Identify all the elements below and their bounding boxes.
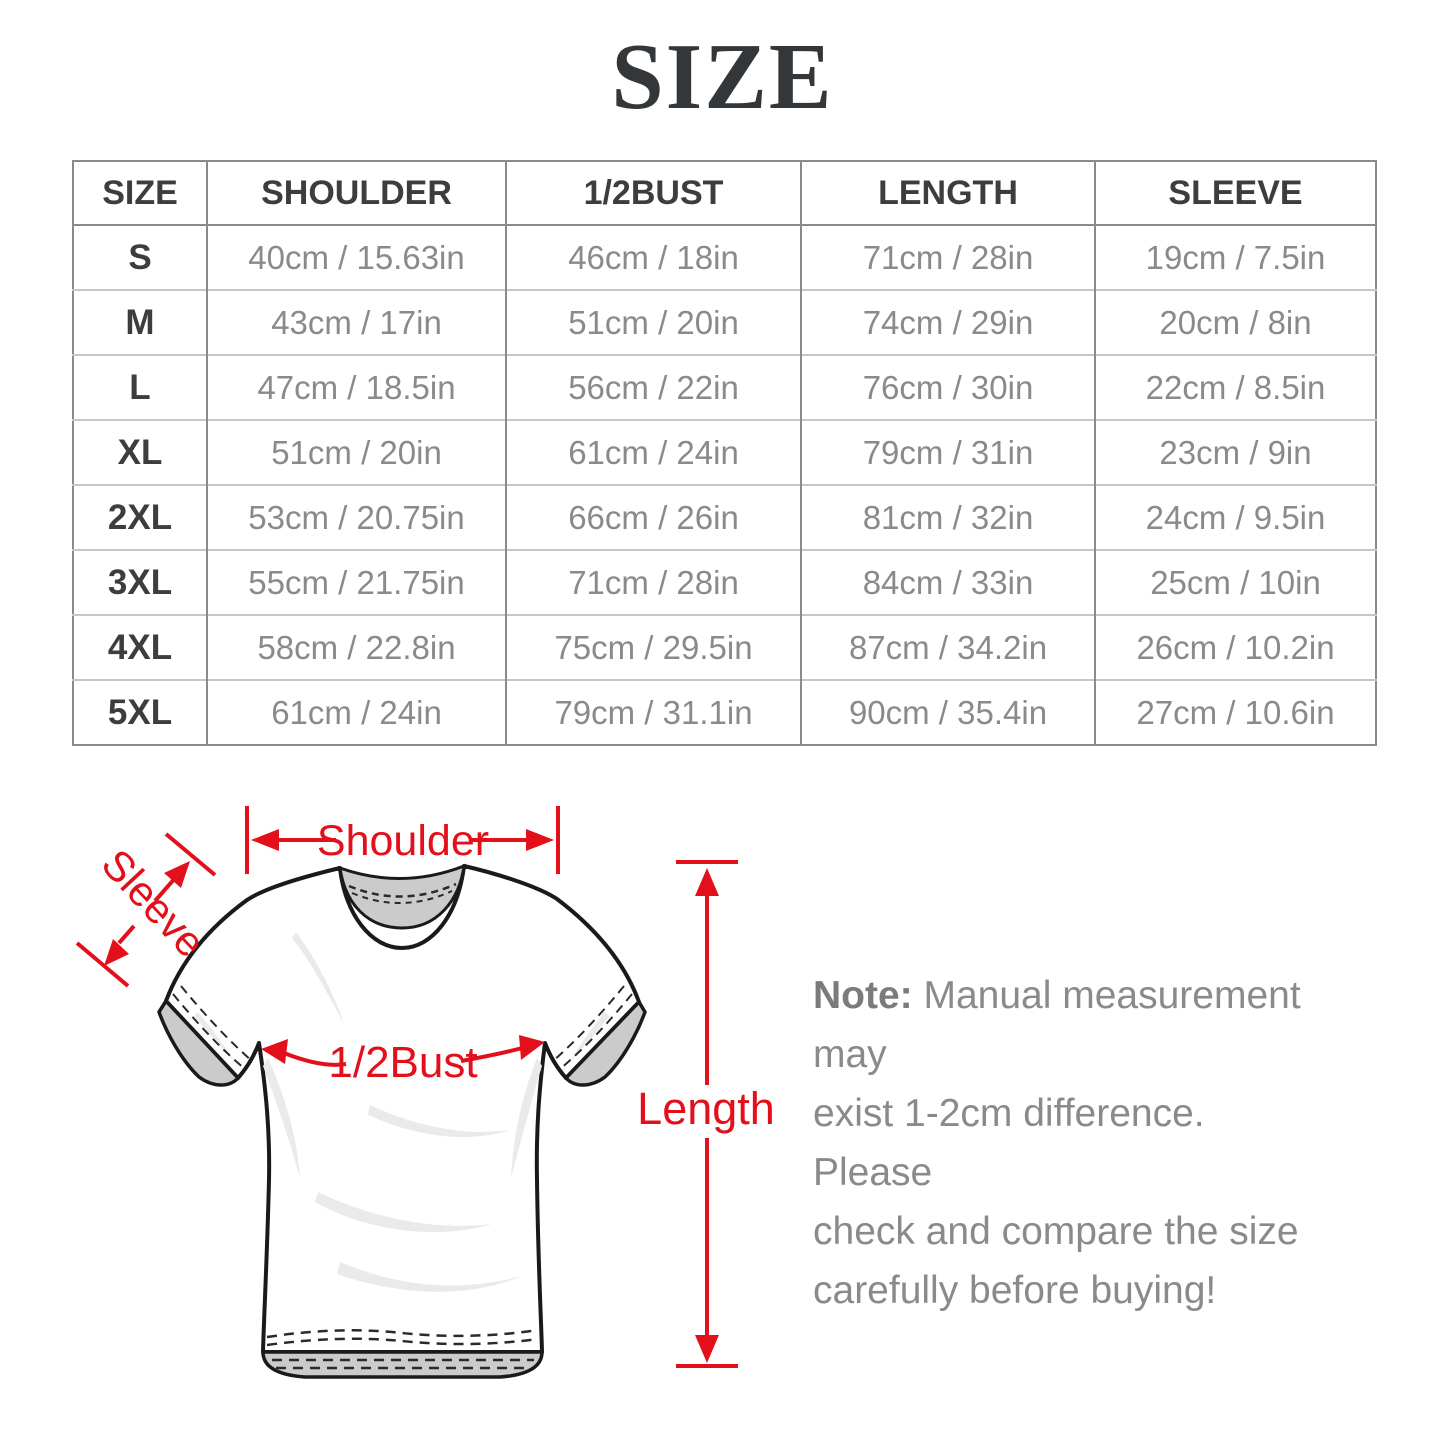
table-row: 2XL 53cm / 20.75in 66cm / 26in 81cm / 32… — [73, 484, 1376, 550]
table-row: 5XL 61cm / 24in 79cm / 31.1in 90cm / 35.… — [73, 679, 1376, 745]
cell-bust: 56cm / 22in — [505, 354, 801, 420]
cell-shoulder: 61cm / 24in — [206, 679, 506, 745]
cell-length: 76cm / 30in — [800, 354, 1095, 420]
left-cuff — [157, 999, 240, 1087]
cell-size: XL — [73, 419, 207, 485]
left-cuff-stitching-2 — [180, 985, 253, 1062]
hem-stitching-upper — [266, 1328, 539, 1339]
table-row: S 40cm / 15.63in 46cm / 18in 71cm / 28in… — [73, 225, 1376, 290]
right-cuff — [564, 1000, 647, 1087]
col-header-sleeve: SLEEVE — [1094, 161, 1376, 226]
cell-bust: 66cm / 26in — [505, 484, 801, 550]
bust-label: 1/2Bust — [328, 1038, 477, 1087]
sleeve-tick-bottom — [75, 941, 130, 988]
cell-bust: 75cm / 29.5in — [505, 614, 801, 680]
collar-stitching-2 — [351, 890, 453, 904]
length-arrowhead-bottom — [695, 1335, 719, 1363]
cell-size: 4XL — [73, 614, 207, 680]
cell-shoulder: 47cm / 18.5in — [206, 354, 506, 420]
cell-size: M — [73, 289, 207, 355]
length-arrowhead-top — [695, 868, 719, 896]
cell-sleeve: 23cm / 9in — [1094, 419, 1376, 485]
collar-stitching — [348, 882, 457, 898]
sleeve-line-lower — [117, 924, 136, 945]
shoulder-label: Shoulder — [317, 817, 489, 865]
cell-size: 2XL — [73, 484, 207, 550]
cell-size: L — [73, 354, 207, 420]
size-table: SIZE SHOULDER 1/2BUST LENGTH SLEEVE S 40… — [72, 160, 1377, 746]
table-row: M 43cm / 17in 51cm / 20in 74cm / 29in 20… — [73, 289, 1376, 355]
cell-length: 79cm / 31in — [800, 419, 1095, 485]
table-row: 4XL 58cm / 22.8in 75cm / 29.5in 87cm / 3… — [73, 614, 1376, 680]
tshirt-measurement-diagram: Shoulder Sleeve 1/2Bust — [75, 806, 775, 1379]
cell-length: 90cm / 35.4in — [800, 679, 1095, 745]
cell-bust: 61cm / 24in — [505, 419, 801, 485]
col-header-length: LENGTH — [800, 161, 1095, 226]
note-line: check and compare the size — [813, 1210, 1299, 1253]
note-line: Note: Manual measurement may — [813, 974, 1301, 1076]
bust-annotation: 1/2Bust — [261, 1035, 545, 1087]
page-title: SIZE — [611, 25, 834, 129]
sleeve-tick-top — [164, 832, 217, 877]
cell-length: 81cm / 32in — [800, 484, 1095, 550]
cell-size: 5XL — [73, 679, 207, 745]
cell-sleeve: 22cm / 8.5in — [1094, 354, 1376, 420]
note-line: exist 1-2cm difference. Please — [813, 1092, 1205, 1194]
sleeve-line-upper — [153, 875, 178, 903]
shoulder-arrowhead-right — [526, 829, 554, 851]
table-header-row: SIZE SHOULDER 1/2BUST LENGTH SLEEVE — [73, 161, 1376, 226]
hem-stitching-upper-2 — [266, 1337, 539, 1347]
col-header-size: SIZE — [73, 161, 207, 226]
cell-shoulder: 43cm / 17in — [206, 289, 506, 355]
cell-sleeve: 26cm / 10.2in — [1094, 614, 1376, 680]
fabric-wrinkles — [194, 932, 610, 1292]
col-header-bust: 1/2BUST — [505, 161, 801, 226]
bust-arrowhead-right — [519, 1035, 545, 1060]
table-row: XL 51cm / 20in 61cm / 24in 79cm / 31in 2… — [73, 419, 1376, 485]
shoulder-annotation: Shoulder — [245, 806, 560, 874]
cell-bust: 46cm / 18in — [505, 225, 801, 290]
length-label: Length — [637, 1083, 775, 1134]
cell-sleeve: 24cm / 9.5in — [1094, 484, 1376, 550]
note-line: carefully before buying! — [813, 1269, 1217, 1312]
cell-sleeve: 19cm / 7.5in — [1094, 225, 1376, 290]
table-row: 3XL 55cm / 21.75in 71cm / 28in 84cm / 33… — [73, 549, 1376, 615]
shoulder-arrowhead-left — [251, 829, 279, 851]
col-header-shoulder: SHOULDER — [206, 161, 506, 226]
cell-length: 84cm / 33in — [800, 549, 1095, 615]
cell-length: 87cm / 34.2in — [800, 614, 1095, 680]
left-cuff-stitching — [172, 993, 246, 1070]
cell-size: 3XL — [73, 549, 207, 615]
table-row: L 47cm / 18.5in 56cm / 22in 76cm / 30in … — [73, 354, 1376, 420]
sleeve-arrowhead-bottom — [104, 939, 129, 966]
bottom-hem — [261, 1350, 544, 1379]
bust-arrowhead-left — [261, 1039, 288, 1064]
bust-line-left — [283, 1051, 347, 1067]
cell-size: S — [128, 237, 152, 277]
cell-shoulder: 53cm / 20.75in — [206, 484, 506, 550]
cell-sleeve: 20cm / 8in — [1094, 289, 1376, 355]
right-cuff-stitching — [559, 993, 633, 1070]
tshirt-illustration — [157, 863, 647, 1379]
cell-shoulder: 51cm / 20in — [206, 419, 506, 485]
right-cuff-stitching-2 — [552, 985, 625, 1062]
cell-length: 71cm / 28in — [800, 225, 1095, 290]
note-label: Note: — [813, 974, 913, 1017]
length-annotation: Length — [637, 860, 775, 1368]
cell-shoulder: 55cm / 21.75in — [206, 549, 506, 615]
cell-bust: 79cm / 31.1in — [505, 679, 801, 745]
note-text: Note: Manual measurement may exist 1-2cm… — [813, 966, 1333, 1320]
cell-sleeve: 27cm / 10.6in — [1094, 679, 1376, 745]
cell-bust: 51cm / 20in — [505, 289, 801, 355]
cell-length: 74cm / 29in — [800, 289, 1095, 355]
cell-shoulder: 40cm / 15.63in — [206, 225, 506, 290]
cell-shoulder: 58cm / 22.8in — [206, 614, 506, 680]
tshirt-outline — [164, 864, 641, 1354]
cell-sleeve: 25cm / 10in — [1094, 549, 1376, 615]
sleeve-arrowhead-top — [164, 861, 190, 888]
cell-bust: 71cm / 28in — [505, 549, 801, 615]
